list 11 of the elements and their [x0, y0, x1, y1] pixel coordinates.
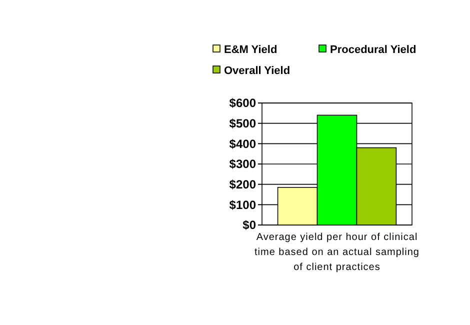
y-tick-label: $100	[229, 198, 256, 212]
x-axis-title: Average yield per hour of clinical time based on an actual sampling of client practices	[254, 232, 420, 273]
legend-label: E&M Yield	[224, 44, 278, 56]
y-tick-label: $200	[229, 178, 256, 192]
y-tick-label: $500	[229, 116, 256, 131]
y-tick-label: $0	[242, 218, 256, 232]
y-tick-label: $400	[229, 136, 256, 151]
legend-label: Overall Yield	[224, 64, 290, 77]
y-tick-label: $300	[229, 157, 256, 172]
y-tick-label: $600	[229, 96, 256, 110]
legend-label: Procedural Yield	[330, 44, 416, 56]
